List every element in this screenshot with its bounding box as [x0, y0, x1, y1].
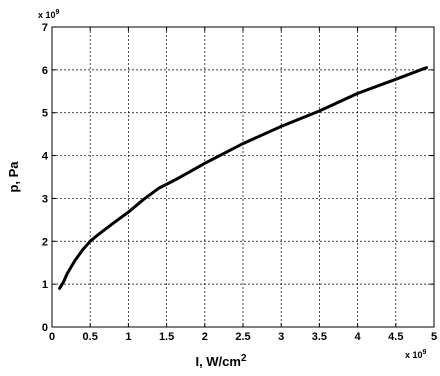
y-axis-label: p, Pa [6, 161, 21, 193]
y-multiplier: x 109 [38, 9, 60, 20]
y-multiplier-base: x 10 [38, 10, 56, 20]
y-tick-label: 0 [42, 322, 48, 334]
y-tick-label: 1 [42, 279, 48, 291]
x-axis-label-text: I, W/cm [195, 354, 241, 369]
y-tick-label: 3 [42, 193, 48, 205]
x-multiplier-base: x 10 [405, 350, 423, 360]
x-tick-label: 1.5 [159, 331, 174, 343]
y-tick-label: 5 [42, 108, 48, 120]
x-tick-label: 0.5 [83, 331, 98, 343]
x-tick-label: 2.5 [235, 331, 250, 343]
x-multiplier: x 109 [405, 349, 427, 360]
grid-lines [52, 27, 434, 327]
x-tick-label: 5 [431, 331, 437, 343]
x-tick-label: 4.5 [388, 331, 403, 343]
y-tick-label: 7 [42, 22, 48, 34]
pressure-curve-line [58, 66, 428, 290]
x-axis-label-superscript: 2 [241, 353, 247, 364]
y-tick-label: 4 [42, 151, 49, 163]
x-tick-label: 0 [49, 331, 55, 343]
x-tick-label: 3.5 [312, 331, 327, 343]
x-axis-label: I, W/cm2 [195, 353, 247, 369]
y-tick-label: 2 [42, 236, 48, 248]
x-tick-label: 4 [355, 331, 362, 343]
x-multiplier-exponent: 9 [423, 349, 427, 356]
y-multiplier-exponent: 9 [56, 9, 60, 16]
x-tick-label: 2 [202, 331, 208, 343]
x-tick-label: 1 [125, 331, 131, 343]
y-tick-label: 6 [42, 65, 48, 77]
x-tick-label: 3 [278, 331, 284, 343]
axis-ticks: 0 0.5 1 1.5 2 2.5 3 3.5 4 4.5 5 0 1 2 3 4 5 6 7 [42, 22, 437, 343]
